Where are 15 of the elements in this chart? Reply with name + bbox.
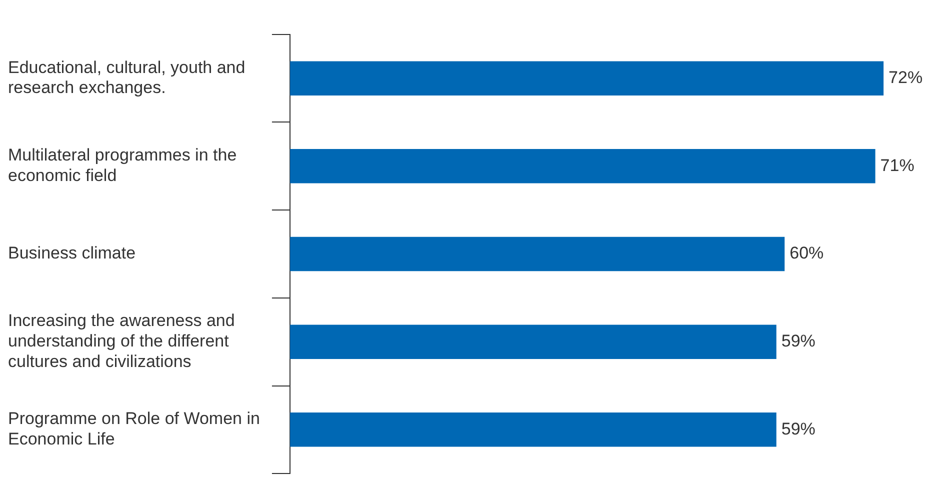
data-label: 60% bbox=[790, 244, 824, 263]
y-tick-label: Increasing the awareness and understanding of the different cultures and civilizations bbox=[8, 311, 235, 371]
bar bbox=[290, 324, 776, 359]
data-label: 72% bbox=[888, 68, 923, 88]
y-tick-label: Educational, cultural, youth and research exchanges. bbox=[8, 58, 246, 98]
y-tick-label: Multilateral programmes in the economic field bbox=[8, 146, 237, 186]
bar bbox=[290, 236, 785, 272]
bar bbox=[290, 149, 876, 184]
y-tick-label: Programme on Role of Women in Economic Life bbox=[8, 409, 260, 449]
data-label: 59% bbox=[781, 332, 816, 351]
bar bbox=[290, 61, 884, 96]
data-label: 59% bbox=[781, 419, 816, 438]
data-label: 71% bbox=[880, 156, 914, 175]
bar bbox=[290, 412, 776, 447]
y-tick-label: Business climate bbox=[8, 244, 136, 263]
